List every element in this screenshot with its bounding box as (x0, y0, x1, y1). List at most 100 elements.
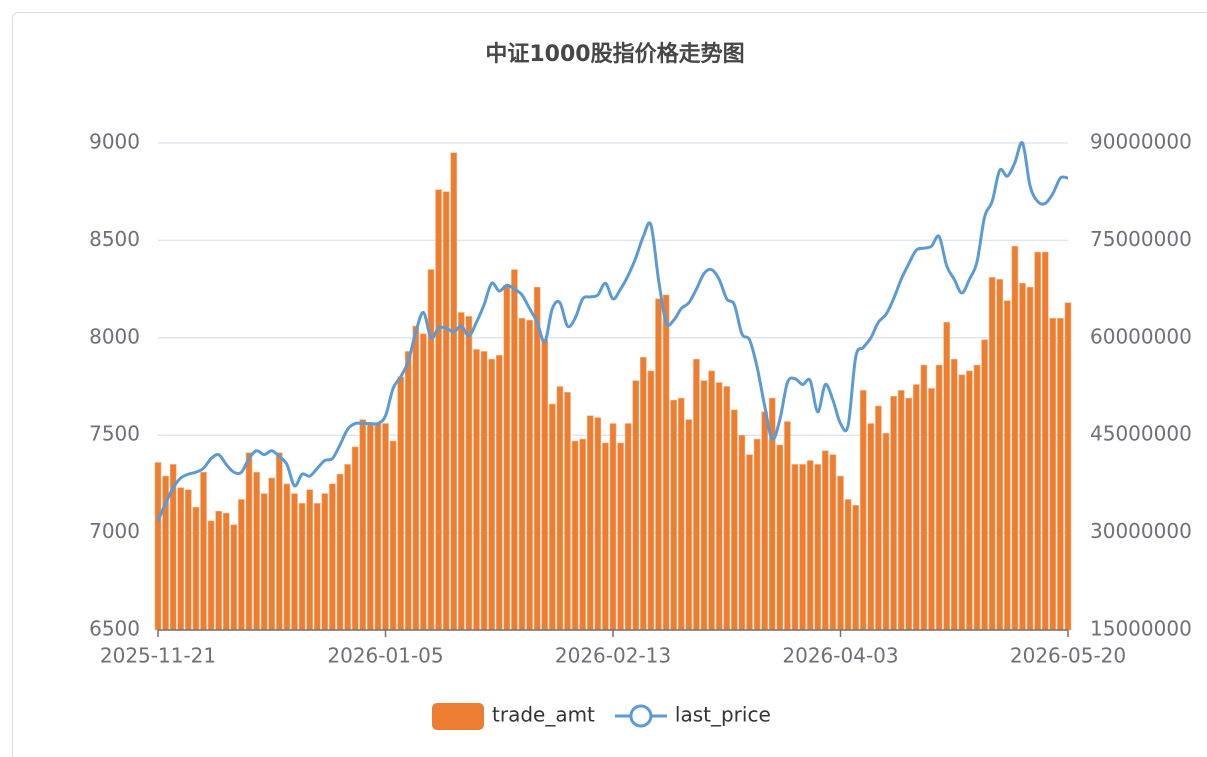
bar (541, 339, 549, 631)
bar (1004, 300, 1011, 631)
bar (533, 286, 541, 631)
bar (670, 399, 677, 631)
bar (806, 460, 814, 631)
bar (389, 440, 397, 631)
bar (222, 512, 230, 631)
bar (154, 462, 162, 631)
bar (518, 318, 526, 631)
bar (685, 419, 693, 631)
y-tick-label: 8000 (89, 324, 140, 348)
bar (844, 499, 852, 631)
y2-tick-label: 15000000 (1090, 617, 1192, 641)
bar (655, 298, 662, 631)
bar (1064, 302, 1072, 631)
price-line (156, 140, 1069, 522)
bar (344, 464, 351, 631)
bar (511, 269, 518, 631)
bar (260, 493, 268, 631)
y2-tick-label: 60000000 (1090, 324, 1192, 348)
bar (1057, 318, 1064, 631)
bar (238, 499, 245, 631)
bar (579, 438, 586, 631)
bar (564, 392, 571, 631)
bar (420, 333, 427, 631)
bar (746, 454, 753, 631)
plot: 6500 7000 7500 8000 8500 9000 15000000 30000000… (89, 130, 1192, 730)
bar (776, 444, 784, 631)
bar (503, 284, 511, 631)
x-tick-label: 2026-01-05 (327, 644, 443, 668)
bar (624, 423, 632, 631)
bar (1026, 286, 1034, 631)
bar (1041, 251, 1049, 631)
y-tick-label: 8500 (89, 227, 140, 251)
bar (867, 423, 875, 631)
legend-swatch-dot (629, 704, 653, 728)
bar (253, 471, 260, 631)
bar (245, 452, 253, 631)
bar (177, 487, 185, 631)
legend-swatch (432, 703, 484, 730)
y2-tick-label: 45000000 (1090, 422, 1192, 446)
bar (298, 503, 306, 631)
bar (1034, 251, 1041, 631)
bar (723, 386, 731, 631)
bar (215, 510, 222, 631)
x-tick-label: 2026-02-13 (555, 644, 671, 668)
bar (283, 483, 291, 631)
bar (913, 384, 920, 631)
bar (905, 397, 913, 631)
bar (495, 355, 503, 631)
bar (549, 403, 556, 631)
bar (268, 477, 276, 631)
bar (458, 312, 465, 631)
legend: trade_amt last_price (432, 703, 771, 730)
bar (313, 503, 321, 631)
bar (928, 388, 935, 631)
legend-label: last_price (675, 703, 771, 727)
bar (230, 524, 238, 631)
bar (1049, 318, 1057, 631)
y-tick-label: 7500 (89, 422, 140, 446)
bar (276, 452, 283, 631)
bar (640, 356, 647, 631)
y-tick-label: 6500 (89, 617, 140, 641)
bar (943, 321, 950, 631)
bar (859, 390, 867, 631)
bar (791, 464, 799, 631)
bar (799, 464, 806, 631)
bar (715, 382, 723, 631)
bar (435, 189, 442, 631)
bar (920, 364, 928, 631)
bar (966, 370, 973, 631)
legend-label: trade_amt (492, 703, 595, 727)
chart-title: 中证1000股指价格走势图 (485, 41, 744, 67)
bar (731, 409, 738, 631)
bar (1019, 282, 1026, 631)
bar (185, 489, 192, 631)
bar (351, 446, 359, 631)
bar (973, 364, 981, 631)
bar (950, 358, 958, 631)
bar (556, 386, 564, 631)
bar (473, 349, 480, 631)
bar (693, 358, 700, 631)
bar (602, 442, 609, 631)
bar (450, 152, 458, 631)
y2-tick-label: 30000000 (1090, 519, 1192, 543)
bar (321, 493, 329, 631)
bar (738, 434, 746, 631)
bar (814, 464, 822, 631)
bar (647, 370, 655, 631)
y-tick-label: 7000 (89, 519, 140, 543)
bar (329, 483, 336, 631)
bar (442, 191, 450, 631)
bar (988, 277, 996, 631)
bar (374, 423, 382, 631)
bar (571, 440, 579, 631)
bar (753, 438, 761, 631)
bar (632, 380, 640, 631)
bar (890, 395, 897, 631)
